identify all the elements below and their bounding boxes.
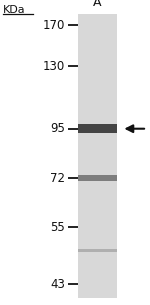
Text: A: A	[93, 0, 102, 9]
Text: KDa: KDa	[3, 5, 26, 15]
Text: 170: 170	[43, 19, 65, 31]
Text: 95: 95	[50, 122, 65, 135]
Text: 72: 72	[50, 172, 65, 185]
Text: 43: 43	[50, 278, 65, 291]
Bar	[78, 249, 117, 252]
Bar	[78, 14, 117, 298]
Text: 130: 130	[43, 60, 65, 73]
Bar	[78, 175, 117, 181]
Text: 55: 55	[51, 221, 65, 234]
Bar	[78, 124, 117, 133]
